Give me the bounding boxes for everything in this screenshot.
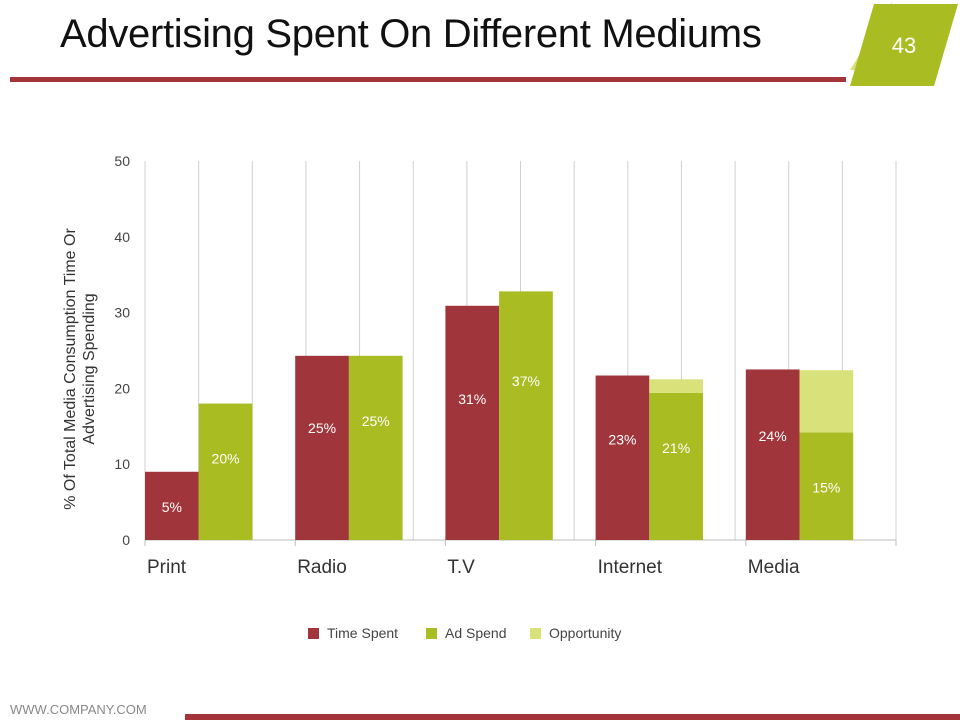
data-label-ad-spend-media: 15% bbox=[812, 479, 840, 495]
data-label-time-spent-t-v: 31% bbox=[458, 391, 486, 407]
page-number-badge: 43 bbox=[850, 2, 960, 88]
y-tick-label: 40 bbox=[114, 229, 130, 245]
footer-rule bbox=[185, 714, 960, 720]
data-label-ad-spend-internet: 21% bbox=[662, 440, 690, 456]
x-tick-label-print: Print bbox=[147, 557, 187, 578]
x-tick-label-t-v: T.V bbox=[447, 557, 475, 578]
badge-front bbox=[850, 4, 958, 86]
data-label-ad-spend-radio: 25% bbox=[362, 413, 390, 429]
bar-chart: 0 10 20 30 40 50 5% 20% Print 25% 25% Radio 31% 37% T.… bbox=[114, 153, 897, 578]
page-number: 43 bbox=[891, 33, 917, 58]
y-tick-label: 0 bbox=[122, 532, 130, 548]
legend-label-ad-spend: Ad Spend bbox=[445, 625, 507, 641]
bar-opportunity-media bbox=[799, 370, 854, 433]
data-label-time-spent-media: 24% bbox=[759, 428, 787, 444]
y-axis-label: % Of Total Media Consumption Time Or Adv… bbox=[62, 228, 98, 510]
y-tick-label: 20 bbox=[114, 380, 130, 396]
legend-swatch-opportunity bbox=[530, 627, 541, 639]
bar-time-spent-internet bbox=[595, 375, 650, 540]
legend-item-ad-spend: Ad Spend bbox=[426, 624, 507, 642]
x-tick-label-internet: Internet bbox=[598, 557, 663, 578]
x-tick-label-radio: Radio bbox=[297, 557, 347, 578]
slide-title: Advertising Spent On Different Mediums bbox=[60, 12, 762, 56]
footer-url: WWW.COMPANY.COM bbox=[10, 702, 147, 717]
y-tick-label: 30 bbox=[114, 305, 130, 321]
bar-ad-spend-t-v bbox=[499, 291, 553, 540]
data-label-ad-spend-t-v: 37% bbox=[512, 373, 540, 389]
bar-time-spent-print bbox=[145, 471, 199, 540]
legend-label-time-spent: Time Spent bbox=[327, 625, 399, 641]
bar-ad-spend-radio bbox=[348, 355, 403, 540]
legend-item-time-spent: Time Spent bbox=[308, 624, 398, 642]
bar-time-spent-media bbox=[745, 369, 800, 540]
title-underline bbox=[10, 77, 846, 82]
y-tick-label: 10 bbox=[114, 456, 130, 472]
bar-opportunity-internet bbox=[649, 379, 703, 393]
y-tick-label: 50 bbox=[114, 153, 130, 169]
data-label-time-spent-radio: 25% bbox=[308, 420, 336, 436]
data-label-time-spent-internet: 23% bbox=[608, 432, 636, 448]
bar-ad-spend-print bbox=[198, 403, 253, 540]
data-label-time-spent-print: 5% bbox=[162, 499, 182, 515]
bar-ad-spend-media bbox=[799, 432, 854, 540]
badge-shape bbox=[850, 2, 958, 86]
bar-time-spent-t-v bbox=[445, 305, 500, 540]
legend-swatch-time-spent bbox=[308, 627, 319, 639]
legend-label-opportunity: Opportunity bbox=[549, 625, 622, 641]
legend-item-opportunity: Opportunity bbox=[530, 624, 621, 642]
legend-swatch-ad-spend bbox=[426, 627, 437, 639]
bar-time-spent-radio bbox=[295, 355, 349, 540]
data-label-ad-spend-print: 20% bbox=[212, 451, 240, 467]
bar-ad-spend-internet bbox=[649, 392, 703, 540]
x-tick-label-media: Media bbox=[748, 557, 800, 578]
